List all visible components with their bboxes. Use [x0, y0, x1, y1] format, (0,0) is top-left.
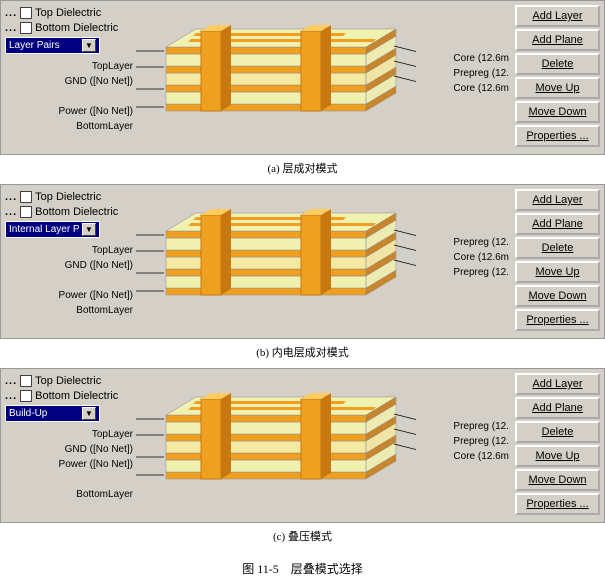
bottom-dielectric-checkbox[interactable]: [20, 206, 32, 218]
material-label: Core (12.6m: [453, 252, 509, 267]
top-dielectric-label: Top Dielectric: [35, 375, 101, 387]
menu-dots-icon[interactable]: ...: [5, 206, 17, 218]
bottom-dielectric-label: Bottom Dielectric: [35, 206, 118, 218]
layer-label-list: TopLayerGND ([No Net]) Power ([No Net])Bo…: [5, 59, 135, 134]
stackup-panel: ... Top Dielectric ... Bottom Dielectric…: [0, 184, 605, 339]
bottom-dielectric-checkbox[interactable]: [20, 22, 32, 34]
layer-label: Power ([No Net]): [5, 104, 135, 119]
menu-dots-icon[interactable]: ...: [5, 7, 17, 19]
top-dielectric-row: ... Top Dielectric: [5, 189, 135, 204]
bottom-dielectric-row: ... Bottom Dielectric: [5, 388, 135, 403]
chevron-down-icon: ▼: [82, 407, 96, 420]
panel-caption: (a) 层成对模式: [0, 157, 605, 184]
properties-button[interactable]: Properties ...: [515, 493, 600, 515]
top-dielectric-label: Top Dielectric: [35, 7, 101, 19]
layer-label: TopLayer: [5, 427, 135, 442]
top-dielectric-label: Top Dielectric: [35, 191, 101, 203]
top-dielectric-checkbox[interactable]: [20, 375, 32, 387]
move-up-button[interactable]: Move Up: [515, 261, 600, 283]
stackup-mode-dropdown[interactable]: Build-Up ▼: [5, 405, 100, 422]
layer-label: Power ([No Net]): [5, 457, 135, 472]
top-dielectric-row: ... Top Dielectric: [5, 373, 135, 388]
material-label-list: Prepreg (12.Prepreg (12.Core (12.6m: [453, 421, 509, 466]
material-label: Core (12.6m: [453, 83, 509, 98]
add-plane-button[interactable]: Add Plane: [515, 213, 600, 235]
layer-label: BottomLayer: [5, 119, 135, 134]
add-layer-button[interactable]: Add Layer: [515, 5, 600, 27]
move-up-button[interactable]: Move Up: [515, 77, 600, 99]
menu-dots-icon[interactable]: ...: [5, 390, 17, 402]
menu-dots-icon[interactable]: ...: [5, 191, 17, 203]
material-label: Prepreg (12.: [453, 237, 509, 252]
top-dielectric-row: ... Top Dielectric: [5, 5, 135, 20]
add-plane-button[interactable]: Add Plane: [515, 397, 600, 419]
dropdown-value: Build-Up: [9, 408, 47, 419]
delete-button[interactable]: Delete: [515, 421, 600, 443]
material-label: Prepreg (12.: [453, 436, 509, 451]
layer-label: Power ([No Net]): [5, 288, 135, 303]
delete-button[interactable]: Delete: [515, 53, 600, 75]
bottom-dielectric-label: Bottom Dielectric: [35, 22, 118, 34]
layer-label: GND ([No Net]): [5, 74, 135, 89]
material-label: Prepreg (12.: [453, 68, 509, 83]
stackup-panel: ... Top Dielectric ... Bottom Dielectric…: [0, 368, 605, 523]
chevron-down-icon: ▼: [82, 39, 96, 52]
material-label-list: Prepreg (12.Core (12.6mPrepreg (12.: [453, 237, 509, 282]
panel-caption: (b) 内电层成对模式: [0, 341, 605, 368]
material-label: Core (12.6m: [453, 451, 509, 466]
layer-label-list: TopLayerGND ([No Net])Power ([No Net]) Bo…: [5, 427, 135, 502]
figure-title: 图 11-5 层叠模式选择: [0, 552, 605, 585]
button-column: Add Layer Add Plane Delete Move Up Move …: [515, 189, 600, 333]
material-label: Core (12.6m: [453, 53, 509, 68]
dropdown-value: Internal Layer P: [9, 224, 80, 235]
stackup-mode-dropdown[interactable]: Layer Pairs ▼: [5, 37, 100, 54]
material-label: Prepreg (12.: [453, 267, 509, 282]
stackup-mode-dropdown[interactable]: Internal Layer P ▼: [5, 221, 100, 238]
layer-label: TopLayer: [5, 59, 135, 74]
material-label-list: Core (12.6mPrepreg (12.Core (12.6m: [453, 53, 509, 98]
button-column: Add Layer Add Plane Delete Move Up Move …: [515, 373, 600, 517]
add-plane-button[interactable]: Add Plane: [515, 29, 600, 51]
button-column: Add Layer Add Plane Delete Move Up Move …: [515, 5, 600, 149]
move-down-button[interactable]: Move Down: [515, 285, 600, 307]
bottom-dielectric-label: Bottom Dielectric: [35, 390, 118, 402]
add-layer-button[interactable]: Add Layer: [515, 189, 600, 211]
top-dielectric-checkbox[interactable]: [20, 191, 32, 203]
top-dielectric-checkbox[interactable]: [20, 7, 32, 19]
bottom-dielectric-row: ... Bottom Dielectric: [5, 20, 135, 35]
material-label: Prepreg (12.: [453, 421, 509, 436]
chevron-down-icon: ▼: [82, 223, 96, 236]
add-layer-button[interactable]: Add Layer: [515, 373, 600, 395]
properties-button[interactable]: Properties ...: [515, 309, 600, 331]
panel-caption: (c) 叠压模式: [0, 525, 605, 552]
delete-button[interactable]: Delete: [515, 237, 600, 259]
layer-label: BottomLayer: [5, 303, 135, 318]
properties-button[interactable]: Properties ...: [515, 125, 600, 147]
move-up-button[interactable]: Move Up: [515, 445, 600, 467]
move-down-button[interactable]: Move Down: [515, 469, 600, 491]
dropdown-value: Layer Pairs: [9, 40, 60, 51]
move-down-button[interactable]: Move Down: [515, 101, 600, 123]
layer-label-list: TopLayerGND ([No Net]) Power ([No Net])Bo…: [5, 243, 135, 318]
layer-label: GND ([No Net]): [5, 258, 135, 273]
layer-label: GND ([No Net]): [5, 442, 135, 457]
stackup-panel: ... Top Dielectric ... Bottom Dielectric…: [0, 0, 605, 155]
menu-dots-icon[interactable]: ...: [5, 375, 17, 387]
layer-label: TopLayer: [5, 243, 135, 258]
menu-dots-icon[interactable]: ...: [5, 22, 17, 34]
layer-label: BottomLayer: [5, 487, 135, 502]
bottom-dielectric-row: ... Bottom Dielectric: [5, 204, 135, 219]
bottom-dielectric-checkbox[interactable]: [20, 390, 32, 402]
